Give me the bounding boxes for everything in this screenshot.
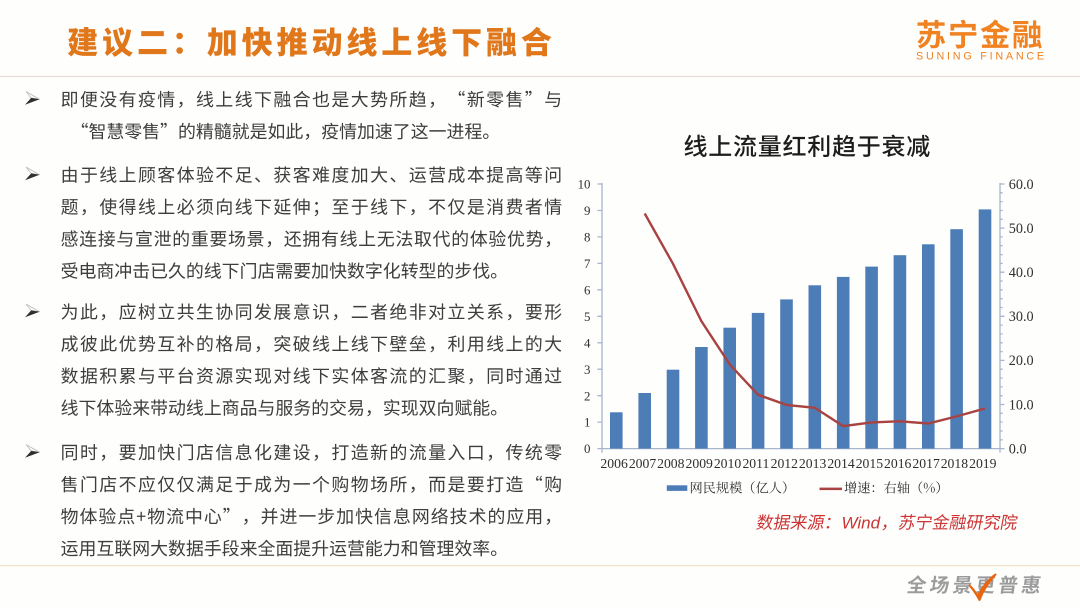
svg-text:2018: 2018 [941,456,969,471]
svg-text:40.0: 40.0 [1009,265,1034,281]
svg-text:SUNING FINANCE: SUNING FINANCE [916,51,1047,63]
svg-text:50.0: 50.0 [1009,221,1034,237]
svg-text:2019: 2019 [969,456,997,471]
svg-text:2017: 2017 [912,456,940,471]
svg-text:2015: 2015 [856,456,884,471]
svg-text:Wind: Wind [842,514,881,533]
svg-text:6: 6 [584,283,591,297]
svg-text:7: 7 [584,257,591,271]
svg-text:1: 1 [584,416,590,430]
svg-text:2006: 2006 [600,456,628,471]
svg-text:2009: 2009 [686,456,714,471]
svg-text:9: 9 [584,204,590,218]
svg-text:10.0: 10.0 [1009,397,1034,413]
svg-text:2014: 2014 [827,456,855,471]
svg-text:0.0: 0.0 [1009,441,1027,457]
svg-text:20.0: 20.0 [1009,353,1034,369]
svg-text:8: 8 [584,231,590,245]
svg-text:10: 10 [578,178,591,192]
svg-text:2010: 2010 [714,456,742,471]
svg-text:5: 5 [584,310,590,324]
svg-text:60.0: 60.0 [1009,177,1034,193]
svg-text:2007: 2007 [629,456,657,471]
svg-text:2012: 2012 [771,456,799,471]
svg-text:2011: 2011 [742,456,769,471]
svg-text:2016: 2016 [884,456,912,471]
svg-text:3: 3 [584,363,590,377]
svg-text:2: 2 [584,389,590,403]
svg-text:4: 4 [584,336,591,350]
svg-text:30.0: 30.0 [1009,309,1034,325]
svg-text:2013: 2013 [799,456,827,471]
svg-text:2008: 2008 [657,456,685,471]
svg-text:0: 0 [584,442,590,456]
